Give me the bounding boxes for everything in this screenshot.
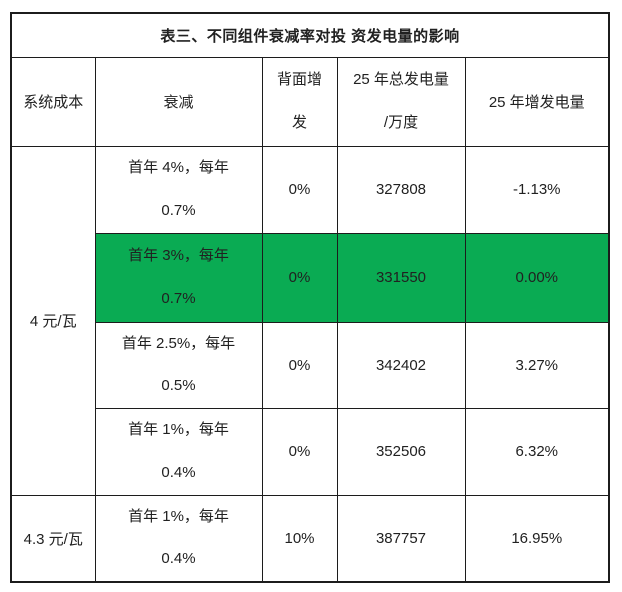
header-rear-gain-line1: 背面增 [276, 71, 322, 88]
gain-cell: 0.00% [464, 232, 610, 323]
gain-cell: -1.13% [464, 145, 610, 234]
decay-line1: 首年 1%，每年 [128, 421, 229, 438]
rear-gain-cell: 10% [261, 494, 338, 583]
rear-gain-cell: 0% [261, 321, 338, 409]
cost-group-cell: 4 元/瓦 [10, 145, 96, 496]
total-cell: 387757 [336, 494, 466, 583]
total-cell: 342402 [336, 321, 466, 409]
decay-line1: 首年 2.5%，每年 [121, 334, 236, 352]
decay-cell: 首年 1%，每年 0.4% [94, 494, 263, 583]
rear-gain-cell: 0% [261, 407, 338, 496]
decay-cell: 首年 4%，每年 0.7% [94, 145, 263, 234]
rear-gain-cell: 0% [261, 145, 338, 234]
decay-line2: 0.7% [161, 201, 196, 219]
decay-line2: 0.4% [161, 550, 196, 568]
decay-cell: 首年 1%，每年 0.4% [94, 407, 263, 496]
total-cell: 331550 [336, 232, 466, 323]
total-cell: 352506 [336, 407, 466, 496]
decay-line1: 首年 1%，每年 [128, 507, 229, 525]
gain-cell: 16.95% [464, 494, 610, 583]
header-total-line2: /万度 [383, 113, 419, 131]
total-cell: 327808 [336, 145, 466, 234]
rear-gain-cell: 0% [261, 232, 338, 323]
header-cell-decay: 衰减 [94, 56, 263, 147]
decay-line1: 首年 4%，每年 [128, 159, 229, 176]
decay-line2: 0.7% [161, 289, 196, 307]
header-cell-25yr-gain: 25 年增发电量 [464, 56, 610, 147]
header-cell-total-generation: 25 年总发电量 /万度 [336, 56, 466, 147]
header-cell-rear-gain: 背面增 发 [261, 56, 338, 147]
degradation-impact-table: 表三、不同组件衰减率对投 资发电量的影响 系统成本 衰减 背面增 发 25 年总… [10, 12, 610, 583]
gain-cell: 6.32% [464, 407, 610, 496]
table-title: 表三、不同组件衰减率对投 资发电量的影响 [10, 12, 610, 58]
header-rear-gain-line2: 发 [291, 113, 307, 131]
header-total-line1: 25 年总发电量 [353, 71, 449, 88]
decay-line2: 0.5% [161, 377, 196, 394]
decay-cell: 首年 2.5%，每年 0.5% [94, 321, 263, 409]
gain-cell: 3.27% [464, 321, 610, 409]
decay-line2: 0.4% [161, 463, 196, 481]
header-cell-system-cost: 系统成本 [10, 56, 96, 147]
cost-group-cell: 4.3 元/瓦 [10, 494, 96, 583]
decay-cell: 首年 3%，每年 0.7% [94, 232, 263, 323]
decay-line1: 首年 3%，每年 [128, 247, 229, 264]
